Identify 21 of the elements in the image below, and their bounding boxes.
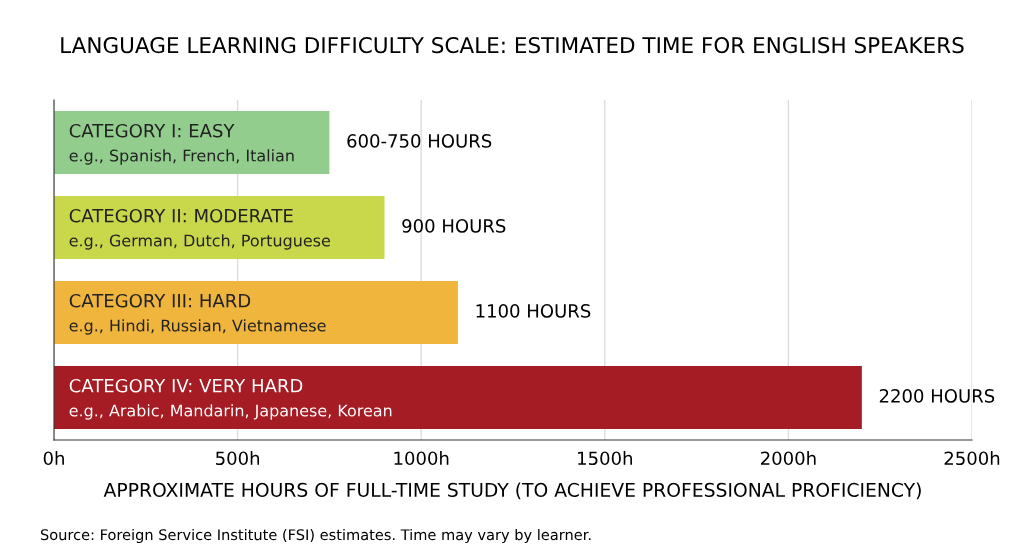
x-tick-label: 2000h	[761, 451, 816, 466]
data-label: 900 HOURS	[402, 219, 506, 233]
y-tick-label: CATEGORY I: EASY e.g., Spanish, French, Italian	[69, 123, 294, 165]
x-tick-label: 2500h	[944, 451, 1000, 466]
x-tick-label: 500h	[216, 451, 260, 466]
y-tick-label: CATEGORY IV: VERY HARD e.g., Arabic, Mandarin, Japanese, Korean	[69, 378, 392, 420]
y-tick-label: CATEGORY III: HARD e.g., Hindi, Russian, Vietnamese	[69, 293, 326, 335]
bar	[54, 196, 385, 259]
x-tick-label: 1000h	[394, 451, 449, 466]
data-label: 2200 HOURS	[879, 389, 995, 403]
x-axis-title: APPROXIMATE HOURS OF FULL-TIME STUDY (TO ACHIEVE PROFESSIONAL PROFICIENCY)	[103, 482, 921, 500]
x-tick-label: 0h	[43, 451, 64, 466]
data-label: 600-750 HOURS	[347, 134, 492, 148]
data-label: 1100 HOURS	[476, 304, 591, 318]
y-tick-label: CATEGORY II: MODERATE e.g., German, Dutch, Portuguese	[69, 208, 330, 250]
bar	[54, 111, 330, 174]
source-note: Source: Foreign Service Institute (FSI) estimates. Time may vary by learner.	[40, 528, 591, 544]
chart-title: LANGUAGE LEARNING DIFFICULTY SCALE: ESTIMATED TIME FOR ENGLISH SPEAKERS	[61, 36, 964, 54]
bar	[54, 281, 458, 344]
bar	[54, 366, 862, 429]
x-tick-label: 1500h	[578, 451, 632, 466]
